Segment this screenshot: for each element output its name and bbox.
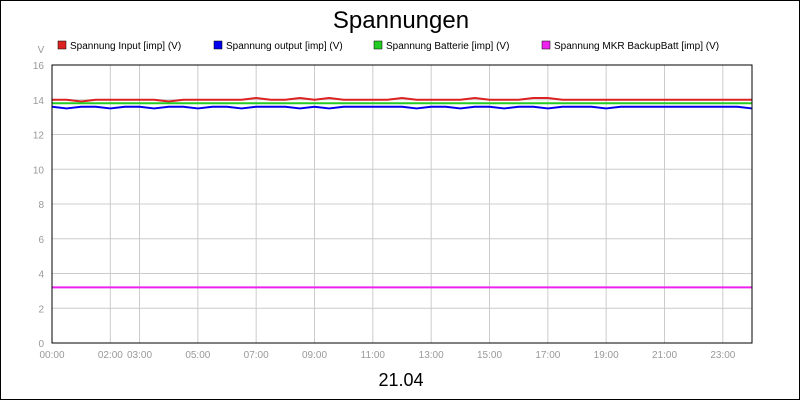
series-line-2 [51, 105, 753, 110]
y-tick-label: 8 [38, 200, 44, 211]
y-tick-label: 2 [38, 304, 44, 315]
legend-label: Spannung MKR BackupBatt [imp] (V) [554, 41, 719, 52]
y-tick-label: 14 [33, 96, 45, 107]
y-tick-label: 0 [38, 339, 44, 350]
x-tick-label: 13:00 [419, 350, 444, 361]
y-tick-label: 4 [38, 270, 44, 281]
legend: Spannung Input [imp] (V) Spannung output … [57, 40, 719, 52]
legend-swatch [541, 40, 551, 50]
legend-swatch [373, 40, 383, 50]
y-axis-label: V [38, 45, 45, 56]
plot-area-border [51, 64, 753, 344]
x-axis-ticks: 00:00 02:00 03:00 05:00 07:00 09:00 11:00 13:00… [39, 350, 735, 361]
grid [51, 64, 752, 344]
y-tick-label: 10 [33, 165, 45, 176]
legend-label: Spannung Batterie [imp] (V) [386, 41, 509, 52]
y-axis-ticks: 0 2 4 6 8 10 12 14 16 [33, 61, 45, 350]
x-tick-label: 23:00 [710, 350, 735, 361]
x-tick-label: 03:00 [127, 350, 152, 361]
x-tick-label: 19:00 [594, 350, 619, 361]
legend-swatch [213, 40, 223, 50]
x-tick-label: 09:00 [302, 350, 327, 361]
y-tick-label: 6 [38, 235, 44, 246]
legend-label: Spannung Input [imp] (V) [70, 41, 181, 52]
chart-title: Spannungen [333, 7, 469, 34]
x-tick-label: 00:00 [39, 350, 64, 361]
x-tick-label: 21:00 [652, 350, 677, 361]
x-tick-label: 11:00 [361, 350, 386, 361]
x-tick-label: 02:00 [98, 350, 123, 361]
x-tick-label: 17:00 [535, 350, 560, 361]
x-axis-date-label: 21.04 [378, 370, 423, 390]
series-group [51, 97, 753, 289]
legend-label: Spannung output [imp] (V) [226, 41, 343, 52]
x-tick-label: 05:00 [185, 350, 210, 361]
y-tick-label: 16 [33, 61, 45, 72]
legend-swatch [57, 40, 67, 50]
x-tick-label: 07:00 [244, 350, 269, 361]
series-line-1 [52, 97, 752, 103]
x-tick-label: 15:00 [477, 350, 502, 361]
y-tick-label: 12 [33, 131, 45, 142]
